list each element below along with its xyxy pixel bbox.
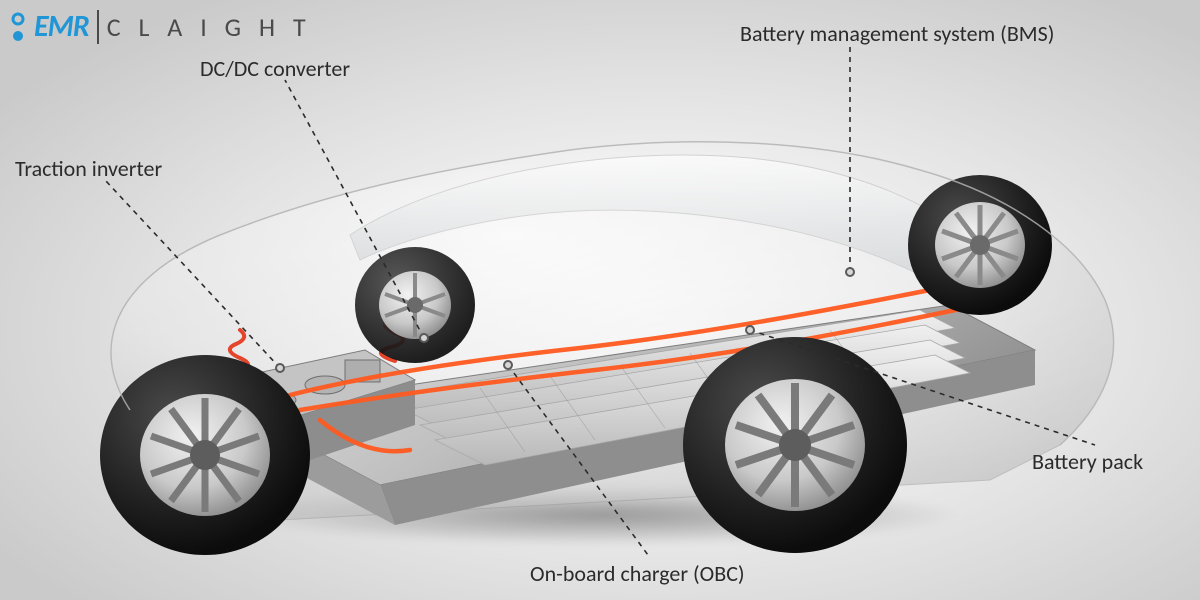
callout-point-dcdc <box>419 333 429 343</box>
callout-point-obc <box>503 360 513 370</box>
callout-point-traction <box>275 363 285 373</box>
callout-label-obc: On-board charger (OBC) <box>530 560 745 587</box>
callout-label-dcdc: DC/DC converter <box>200 55 350 82</box>
callout-point-batterypack <box>745 325 755 335</box>
claight-logo-text: C L A I G H T <box>107 11 312 43</box>
ev-cutaway-illustration <box>50 50 1150 570</box>
logo-divider <box>97 10 99 44</box>
callout-point-bms <box>845 267 855 277</box>
callout-label-traction: Traction inverter <box>15 155 162 182</box>
emr-mark-icon <box>10 10 26 44</box>
emr-logo-text: EMR <box>34 8 89 45</box>
callout-label-bms: Battery management system (BMS) <box>740 20 1054 47</box>
callout-label-batterypack: Battery pack <box>1032 448 1143 475</box>
diagram-canvas: Battery management system (BMS) DC/DC co… <box>0 0 1200 600</box>
brand-logo: EMR C L A I G H T <box>10 8 312 45</box>
